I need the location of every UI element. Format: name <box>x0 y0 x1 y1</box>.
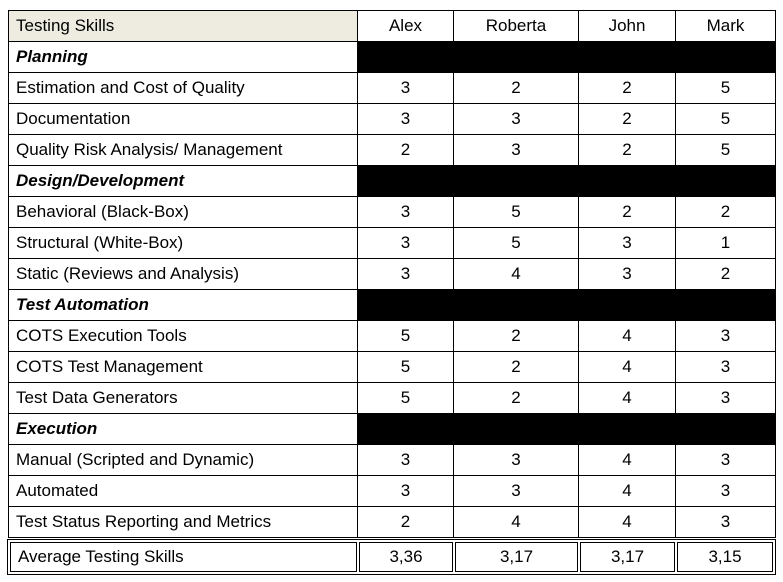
average-table: Average Testing Skills 3,36 3,17 3,17 3,15 <box>7 539 776 575</box>
score: 4 <box>453 506 579 538</box>
skill-name: Structural (White-Box) <box>8 227 358 259</box>
score: 2 <box>357 134 454 166</box>
score: 2 <box>453 382 579 414</box>
score: 2 <box>453 351 579 383</box>
score: 3 <box>357 196 454 228</box>
section-title: Design/Development <box>8 165 358 197</box>
score: 3 <box>675 351 776 383</box>
score: 3 <box>578 227 676 259</box>
section-row: Test Automation <box>8 289 776 321</box>
skill-name: Test Status Reporting and Metrics <box>8 506 358 538</box>
skill-name: COTS Execution Tools <box>8 320 358 352</box>
score: 3 <box>357 103 454 135</box>
section-row: Planning <box>8 41 776 73</box>
skill-name: Behavioral (Black-Box) <box>8 196 358 228</box>
skill-name: Static (Reviews and Analysis) <box>8 258 358 290</box>
score: 4 <box>578 382 676 414</box>
score: 5 <box>357 351 454 383</box>
score: 5 <box>453 227 579 259</box>
section-fill <box>357 289 776 321</box>
header-row: Testing Skills Alex Roberta John Mark <box>8 10 776 42</box>
header-cell: Alex <box>357 10 454 42</box>
score: 5 <box>453 196 579 228</box>
skill-row: COTS Execution Tools 5 2 4 3 <box>8 320 776 352</box>
score: 2 <box>578 196 676 228</box>
average-score: 3,36 <box>359 542 453 572</box>
average-score: 3,17 <box>455 542 578 572</box>
score: 4 <box>578 444 676 476</box>
average-row: Average Testing Skills 3,36 3,17 3,17 3,15 <box>10 542 773 572</box>
skill-name: Automated <box>8 475 358 507</box>
score: 3 <box>453 103 579 135</box>
score: 1 <box>675 227 776 259</box>
skill-name: Documentation <box>8 103 358 135</box>
score: 3 <box>357 475 454 507</box>
score: 2 <box>675 196 776 228</box>
score: 5 <box>675 72 776 104</box>
score: 3 <box>675 475 776 507</box>
skill-row: Structural (White-Box) 3 5 3 1 <box>8 227 776 259</box>
score: 2 <box>675 258 776 290</box>
score: 5 <box>675 134 776 166</box>
score: 3 <box>578 258 676 290</box>
header-cell: Mark <box>675 10 776 42</box>
score: 4 <box>578 475 676 507</box>
score: 3 <box>453 134 579 166</box>
skill-row: COTS Test Management 5 2 4 3 <box>8 351 776 383</box>
score: 2 <box>453 320 579 352</box>
score: 3 <box>453 475 579 507</box>
score: 5 <box>675 103 776 135</box>
skill-row: Behavioral (Black-Box) 3 5 2 2 <box>8 196 776 228</box>
score: 2 <box>357 506 454 538</box>
skill-row: Manual (Scripted and Dynamic) 3 3 4 3 <box>8 444 776 476</box>
average-score: 3,15 <box>677 542 773 572</box>
skill-row: Test Data Generators 5 2 4 3 <box>8 382 776 414</box>
section-title: Execution <box>8 413 358 445</box>
section-fill <box>357 165 776 197</box>
section-title: Planning <box>8 41 358 73</box>
section-title: Test Automation <box>8 289 358 321</box>
header-cell: John <box>578 10 676 42</box>
score: 3 <box>675 320 776 352</box>
skill-row: Automated 3 3 4 3 <box>8 475 776 507</box>
skill-row: Static (Reviews and Analysis) 3 4 3 2 <box>8 258 776 290</box>
score: 2 <box>578 103 676 135</box>
header-cell: Testing Skills <box>8 10 358 42</box>
skill-row: Documentation 3 3 2 5 <box>8 103 776 135</box>
section-fill <box>357 413 776 445</box>
section-row: Execution <box>8 413 776 445</box>
score: 5 <box>357 320 454 352</box>
score: 3 <box>357 258 454 290</box>
score: 3 <box>453 444 579 476</box>
section-fill <box>357 41 776 73</box>
score: 2 <box>578 134 676 166</box>
score: 3 <box>675 382 776 414</box>
score: 4 <box>578 351 676 383</box>
score: 2 <box>578 72 676 104</box>
skill-row: Estimation and Cost of Quality 3 2 2 5 <box>8 72 776 104</box>
skill-name: Quality Risk Analysis/ Management <box>8 134 358 166</box>
score: 4 <box>578 506 676 538</box>
skill-name: Estimation and Cost of Quality <box>8 72 358 104</box>
score: 3 <box>357 227 454 259</box>
score: 3 <box>357 72 454 104</box>
skill-row: Test Status Reporting and Metrics 2 4 4 3 <box>8 506 776 538</box>
skill-name: Manual (Scripted and Dynamic) <box>8 444 358 476</box>
average-score: 3,17 <box>580 542 675 572</box>
score: 2 <box>453 72 579 104</box>
section-row: Design/Development <box>8 165 776 197</box>
score: 4 <box>453 258 579 290</box>
header-cell: Roberta <box>453 10 579 42</box>
score: 4 <box>578 320 676 352</box>
skill-name: Test Data Generators <box>8 382 358 414</box>
score: 3 <box>675 506 776 538</box>
skill-name: COTS Test Management <box>8 351 358 383</box>
score: 5 <box>357 382 454 414</box>
skills-table: Testing Skills Alex Roberta John Mark Plannin… <box>8 10 776 538</box>
average-label: Average Testing Skills <box>10 542 357 572</box>
skill-row: Quality Risk Analysis/ Management 2 3 2 5 <box>8 134 776 166</box>
score: 3 <box>357 444 454 476</box>
score: 3 <box>675 444 776 476</box>
